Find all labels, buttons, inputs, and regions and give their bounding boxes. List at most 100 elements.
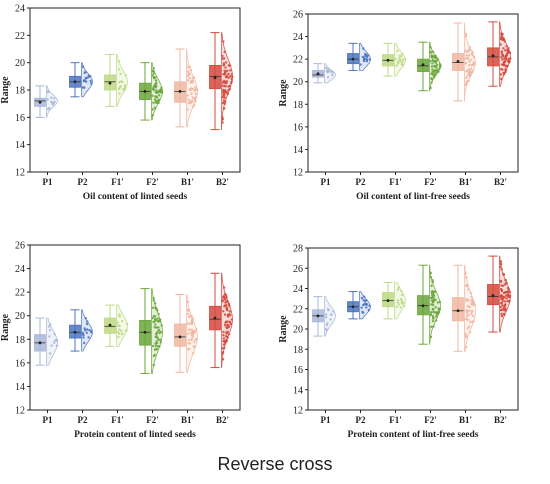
data-point bbox=[87, 336, 90, 339]
data-point bbox=[402, 301, 405, 304]
data-point bbox=[193, 89, 196, 93]
data-point bbox=[465, 76, 468, 79]
data-point bbox=[51, 103, 55, 106]
data-point bbox=[468, 330, 472, 334]
data-point bbox=[152, 363, 155, 367]
y-tick-label: 14 bbox=[15, 140, 25, 151]
data-point bbox=[469, 67, 473, 70]
data-point bbox=[432, 316, 435, 320]
data-point bbox=[186, 108, 189, 111]
y-tick-label: 26 bbox=[15, 241, 25, 252]
data-point bbox=[222, 337, 226, 340]
data-point bbox=[189, 81, 193, 84]
y-tick-label: 18 bbox=[15, 86, 25, 97]
data-point bbox=[116, 324, 120, 327]
data-point bbox=[194, 86, 197, 89]
mean-marker bbox=[421, 304, 425, 308]
data-point bbox=[154, 323, 157, 326]
data-point bbox=[152, 72, 155, 75]
data-point bbox=[155, 347, 159, 351]
data-point bbox=[85, 80, 88, 83]
data-point bbox=[468, 325, 471, 328]
y-tick-label: 20 bbox=[15, 311, 25, 322]
data-point bbox=[431, 303, 435, 307]
data-point bbox=[195, 88, 199, 92]
data-point bbox=[153, 106, 156, 110]
data-point bbox=[325, 315, 328, 319]
data-point bbox=[83, 327, 86, 330]
data-point bbox=[221, 84, 224, 87]
data-point bbox=[402, 304, 406, 307]
data-point bbox=[467, 71, 471, 75]
data-point bbox=[502, 295, 505, 298]
data-point bbox=[155, 101, 158, 105]
data-point bbox=[221, 118, 224, 121]
data-point bbox=[464, 333, 467, 336]
x-tick-label: F2' bbox=[424, 415, 437, 425]
data-point bbox=[231, 75, 234, 79]
data-point bbox=[360, 306, 363, 309]
data-point bbox=[118, 92, 121, 95]
data-point bbox=[221, 116, 224, 119]
box-B2' bbox=[487, 21, 512, 87]
data-point bbox=[503, 291, 507, 294]
data-point bbox=[154, 83, 157, 87]
data-point bbox=[186, 79, 189, 82]
y-tick-label: 22 bbox=[293, 55, 303, 66]
data-point bbox=[154, 79, 158, 82]
data-point bbox=[222, 90, 225, 94]
data-point bbox=[221, 299, 224, 302]
data-point bbox=[360, 296, 364, 300]
data-point bbox=[506, 286, 510, 290]
data-point bbox=[472, 61, 475, 64]
data-point bbox=[151, 74, 154, 77]
data-point bbox=[187, 101, 190, 105]
data-point bbox=[362, 59, 366, 63]
data-point bbox=[466, 304, 469, 308]
data-point bbox=[430, 77, 433, 80]
data-point bbox=[501, 304, 504, 307]
data-point bbox=[437, 310, 440, 314]
data-point bbox=[470, 295, 473, 299]
y-tick-label: 12 bbox=[15, 168, 25, 179]
data-point bbox=[118, 324, 121, 328]
data-point bbox=[504, 71, 507, 74]
box-body bbox=[174, 323, 186, 347]
data-point bbox=[467, 49, 470, 53]
data-point bbox=[508, 299, 511, 303]
data-point bbox=[429, 313, 432, 317]
data-point bbox=[362, 47, 365, 50]
data-point bbox=[431, 68, 434, 71]
data-point bbox=[471, 314, 475, 318]
data-point bbox=[499, 265, 502, 269]
data-point bbox=[399, 306, 402, 309]
data-point bbox=[502, 306, 506, 310]
x-axis-label: Oil content of linted seeds bbox=[83, 192, 188, 202]
data-point bbox=[465, 32, 468, 36]
data-point bbox=[396, 49, 399, 53]
x-tick-label: P1 bbox=[321, 177, 331, 187]
data-point bbox=[221, 351, 225, 354]
data-point bbox=[221, 121, 224, 124]
plot-frame bbox=[29, 244, 241, 411]
data-point bbox=[160, 86, 163, 90]
data-point bbox=[365, 60, 369, 63]
data-point bbox=[466, 285, 469, 288]
data-point bbox=[158, 329, 161, 332]
mean-marker bbox=[386, 58, 390, 62]
data-point bbox=[324, 66, 328, 70]
data-point bbox=[156, 309, 159, 312]
data-point bbox=[499, 280, 503, 283]
y-axis-label: Range bbox=[0, 313, 11, 341]
data-point bbox=[193, 98, 197, 101]
data-point bbox=[226, 323, 229, 327]
box-F2' bbox=[139, 62, 164, 121]
data-point bbox=[157, 338, 160, 341]
data-point bbox=[433, 64, 436, 68]
data-point bbox=[228, 310, 231, 313]
data-point bbox=[432, 55, 435, 58]
data-point bbox=[504, 281, 508, 285]
data-point bbox=[153, 98, 157, 101]
data-point bbox=[397, 303, 400, 306]
data-point bbox=[361, 55, 365, 59]
